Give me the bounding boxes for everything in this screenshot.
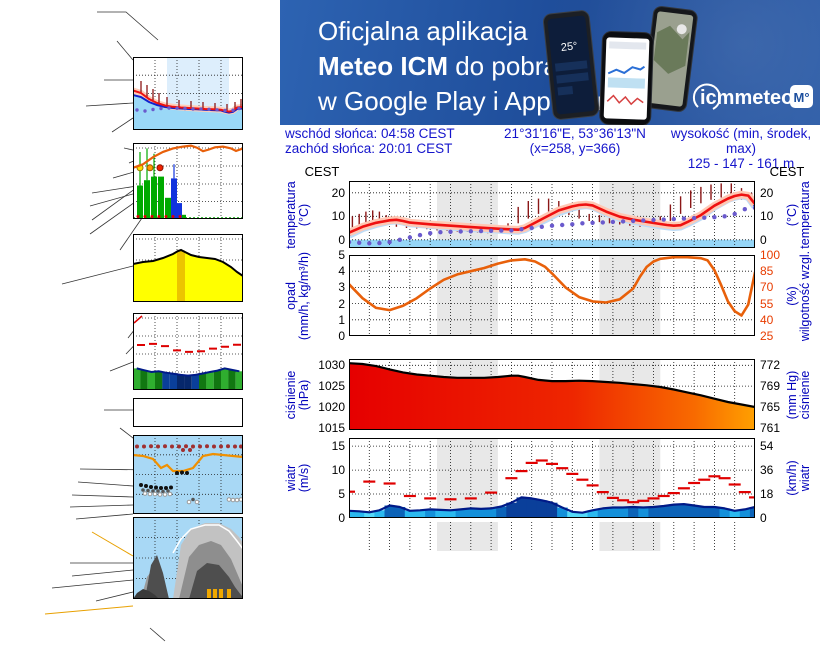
altitude-info: wysokość (min, środek, max) 125 - 147 - … [665,126,817,171]
axis-tick-left-opad: 3 [338,280,345,295]
axis-tick-right-opad: 55 [760,296,774,311]
axis-tick-left-cisnienie: 1030 [318,358,345,373]
phones-illustration: 25° [542,6,698,125]
banner-line1: Oficjalna aplikacja [318,16,528,46]
time-axis [280,151,820,181]
axis-tick-left-opad: 5 [338,248,345,262]
grid-xy-text: (x=258, y=366) [529,141,621,156]
svg-text:25°: 25° [560,40,578,54]
axis-tick-right-wiatr: 36 [760,463,774,478]
axis-title-right-wiatr: (km/h) wiatr [785,460,812,496]
axis-tick-left-temp: 10 [331,209,345,224]
axis-tick-right-wiatr: 0 [760,511,767,525]
panel-wiatr [349,438,755,518]
axis-tick-right-wiatr: 54 [760,439,774,454]
legend-pointer-lines [44,11,166,642]
axis-tick-right-opad: 70 [760,280,774,295]
mini-temp-chart [133,57,243,130]
mini-wind-chart [133,313,243,390]
axis-tick-left-opad: 0 [338,329,345,343]
axis-tick-right-temp: 0 [760,232,767,247]
app-banner[interactable]: Oficjalna aplikacja Meteo ICM do pobrani… [280,0,820,125]
panel-temp [349,181,755,248]
coords-text: 21°31'16"E, 53°36'13"N [504,126,646,141]
axis-tick-left-cisnienie: 1025 [318,379,345,394]
sun-info: wschód słońca: 04:58 CEST zachód słońca:… [285,126,480,156]
axis-title-left-wiatr: wiatr (m/s) [284,463,311,493]
axis-tick-left-wiatr: 15 [331,439,345,454]
axis-tick-left-temp: 0 [338,232,345,247]
axis-tick-left-wiatr: 0 [338,511,345,525]
svg-text:M°: M° [793,90,809,105]
axis-tick-right-cisnienie: 769 [760,379,781,394]
axis-tick-left-opad: 4 [338,264,345,279]
sunrise-text: wschód słońca: 04:58 CEST [285,126,455,141]
meteogram-main: Oficjalna aplikacja Meteo ICM do pobrani… [280,0,820,660]
axis-tick-right-opad: 85 [760,264,774,279]
svg-text:icmmeteo: icmmeteo [700,87,793,109]
axis-tick-left-cisnienie: 1020 [318,400,345,415]
axis-tick-right-cisnienie: 761 [760,420,781,435]
axis-tick-right-wiatr: 18 [760,487,774,502]
sunset-text: zachód słońca: 20:01 CEST [285,141,453,156]
timezone-left: CEST [304,164,340,179]
axis-tick-left-wiatr: 5 [338,487,345,502]
axis-tick-right-opad: 40 [760,312,774,327]
mini-pressure-chart [133,234,243,302]
axis-tick-right-temp: 20 [760,185,774,200]
timezone-right: CEST [769,164,805,179]
axis-tick-right-cisnienie: 772 [760,358,781,373]
axis-tick-left-opad: 1 [338,312,345,327]
mini-visibility-chart [133,517,243,599]
axis-tick-right-opad: 100 [760,248,781,262]
altitude-label: wysokość (min, środek, max) [670,126,812,156]
axis-tick-left-wiatr: 10 [331,463,345,478]
axis-tick-right-temp: 10 [760,209,774,224]
axis-tick-left-cisnienie: 1015 [318,420,345,435]
panel-kierunek [349,522,755,551]
mini-wind-direction-chart [133,398,243,427]
icmmeteo-logo[interactable]: icmmeteo M° [688,76,818,116]
axis-tick-left-temp: 20 [331,185,345,200]
panel-cisnienie [349,359,755,430]
axis-tick-left-opad: 2 [338,296,345,311]
axis-tick-right-opad: 25 [760,329,774,343]
mini-cloud-chart [133,435,243,514]
panel-opad [349,255,755,336]
axis-tick-right-cisnienie: 765 [760,400,781,415]
legend-panel [0,0,280,660]
altitude-values: 125 - 147 - 161 m [687,156,795,171]
coords-info: 21°31'16"E, 53°36'13"N (x=258, y=366) [480,126,670,156]
mini-precip-chart [133,143,243,219]
